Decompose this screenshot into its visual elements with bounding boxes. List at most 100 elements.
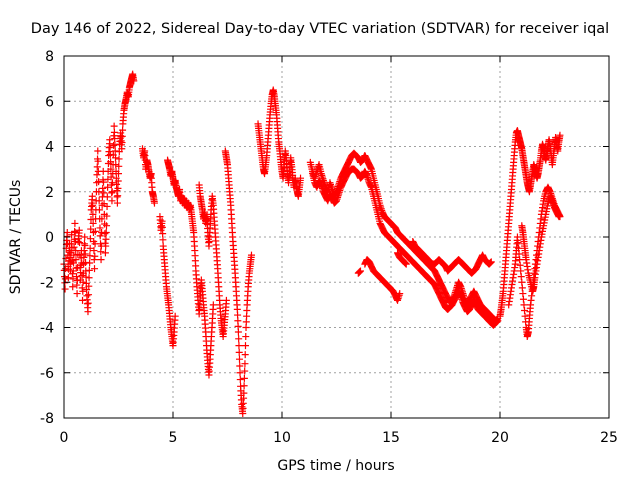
data-point: [240, 374, 248, 382]
y-tick-label-5: 2: [45, 185, 54, 201]
data-point: [79, 287, 87, 295]
y-tick-label-6: 4: [45, 140, 54, 156]
data-point: [85, 282, 93, 290]
data-point: [94, 157, 102, 165]
data-point: [88, 192, 96, 200]
data-point: [73, 273, 81, 281]
data-point: [115, 155, 123, 163]
data-point: [236, 369, 244, 377]
data-point: [113, 199, 121, 207]
data-point: [150, 199, 158, 207]
x-tick-label-5: 25: [600, 430, 618, 446]
data-point: [240, 389, 248, 397]
data-point: [100, 178, 108, 186]
data-point: [84, 308, 92, 316]
data-point: [100, 189, 108, 197]
data-point: [241, 367, 249, 375]
data-point: [101, 249, 109, 257]
series-segment-0: [60, 70, 138, 316]
data-point: [96, 224, 104, 232]
data-point: [130, 77, 138, 85]
data-point: [93, 163, 101, 171]
data-point: [241, 351, 249, 359]
data-point: [555, 213, 563, 221]
data-point: [75, 226, 83, 234]
data-point: [158, 223, 166, 231]
data-point: [63, 228, 71, 236]
data-point: [72, 256, 80, 264]
data-point: [118, 145, 126, 153]
grid-layer: [64, 56, 609, 418]
y-tick-label-0: -8: [40, 411, 54, 427]
data-point: [93, 171, 101, 179]
data-layer: [60, 70, 564, 417]
data-point: [396, 290, 404, 298]
data-point: [70, 243, 78, 251]
data-point: [86, 259, 94, 267]
data-point: [91, 252, 99, 260]
data-point: [103, 222, 111, 230]
y-axis-label: SDTVAR / TECUs: [8, 180, 24, 295]
data-point: [113, 180, 121, 188]
series-segment-2: [156, 213, 179, 350]
data-point: [242, 333, 250, 341]
data-point: [102, 235, 110, 243]
series-segment-5: [221, 147, 255, 417]
data-point: [556, 131, 564, 139]
x-tick-label-4: 20: [491, 430, 509, 446]
series-segment-6: [254, 86, 305, 200]
data-point: [91, 265, 99, 273]
data-point: [235, 335, 243, 343]
data-point: [80, 247, 88, 255]
series-segment-11: [394, 249, 410, 268]
data-point: [61, 285, 69, 293]
data-point: [119, 126, 127, 134]
data-point: [487, 258, 495, 266]
series-segment-8: [309, 165, 502, 329]
x-tick-label-1: 5: [169, 430, 178, 446]
data-point: [71, 219, 79, 227]
data-point: [102, 242, 110, 250]
data-point: [89, 219, 97, 227]
data-point: [159, 236, 167, 244]
data-point: [97, 256, 105, 264]
y-tick-label-8: 8: [45, 49, 54, 65]
data-point: [234, 328, 242, 336]
data-point: [98, 215, 106, 223]
data-point: [112, 161, 120, 169]
x-tick-label-3: 15: [382, 430, 400, 446]
x-axis-label: GPS time / hours: [277, 458, 394, 474]
data-point: [494, 317, 502, 325]
series-segment-10: [354, 267, 364, 277]
data-point: [94, 147, 102, 155]
axis-layer: 0 5 10 15 20 25 -8 -6 -4 -2 0 2 4 6 8: [40, 49, 618, 446]
data-point: [95, 188, 103, 196]
data-point: [108, 197, 116, 205]
data-point: [91, 227, 99, 235]
series-segment-1: [138, 145, 158, 207]
data-point: [79, 278, 87, 286]
data-point: [103, 193, 111, 201]
data-point: [81, 250, 89, 258]
y-tick-label-4: 0: [45, 230, 54, 246]
data-point: [86, 244, 94, 252]
data-point: [402, 260, 410, 268]
data-point: [247, 251, 255, 259]
series-segment-4: [195, 181, 230, 341]
data-point: [114, 177, 122, 185]
data-point: [81, 241, 89, 249]
data-point: [158, 217, 166, 225]
data-point: [112, 154, 120, 162]
y-tick-label-3: -2: [40, 275, 54, 291]
data-point: [84, 299, 92, 307]
data-point: [114, 184, 122, 192]
data-point: [102, 228, 110, 236]
data-point: [76, 239, 84, 247]
data-point: [107, 173, 115, 181]
series-segment-13: [496, 127, 564, 320]
data-point: [171, 312, 179, 320]
data-point: [115, 170, 122, 178]
series-segment-15: [518, 192, 563, 295]
